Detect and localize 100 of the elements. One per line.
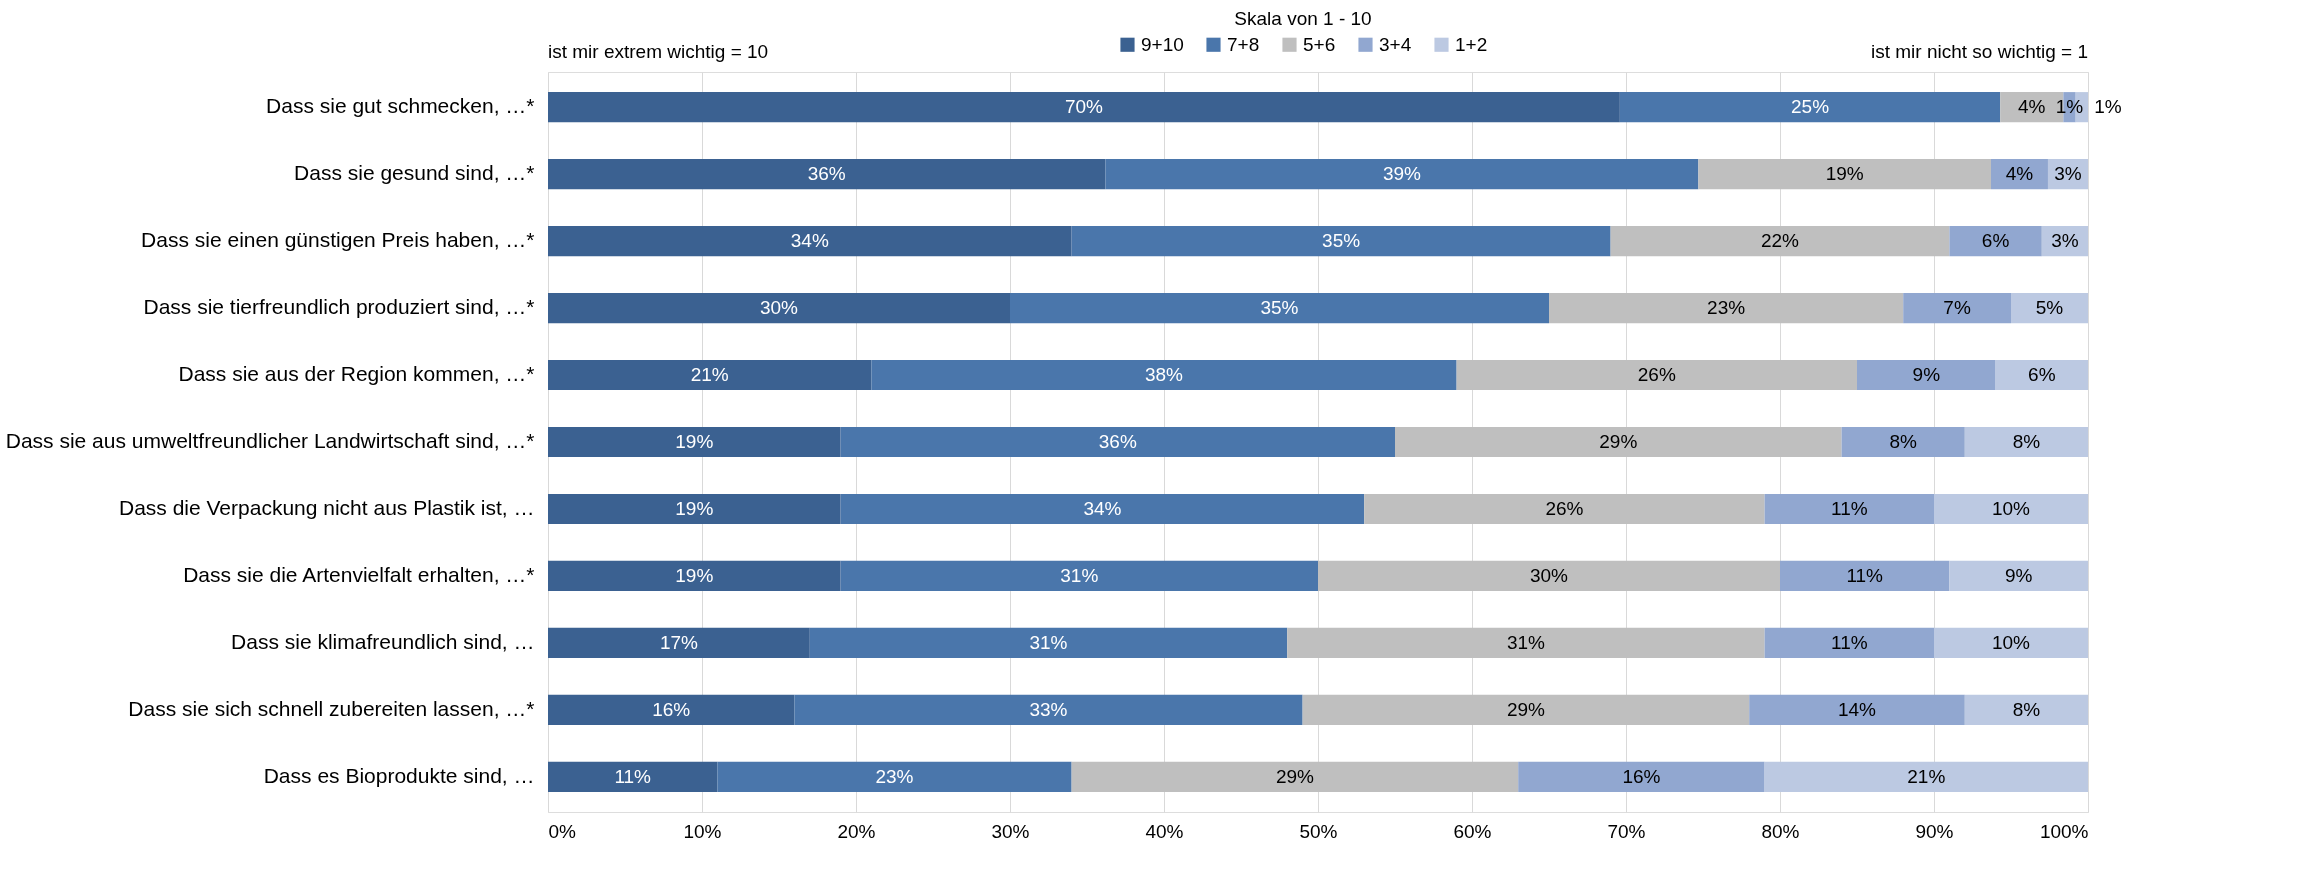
data-label: 11% xyxy=(1830,497,1868,519)
bar xyxy=(548,359,872,391)
data-label: 10% xyxy=(1991,631,2031,653)
data-label: 10% xyxy=(1991,497,2031,519)
bar xyxy=(1071,226,1611,257)
data-label: 36% xyxy=(1098,431,1137,452)
bar xyxy=(1318,560,1780,591)
bar xyxy=(1841,426,1965,458)
bar xyxy=(548,761,718,792)
data-label: 3% xyxy=(2051,230,2079,252)
data-label: 23% xyxy=(875,765,914,787)
y-tick-label: Dass sie gut schmecken, …* xyxy=(266,94,535,118)
bar xyxy=(1764,761,2088,792)
text: ist mir nicht so wichtig = 1 xyxy=(1871,41,2088,62)
data-label: 33% xyxy=(1029,698,1068,720)
bar xyxy=(1395,426,1842,458)
bar xyxy=(548,493,841,525)
bar xyxy=(1010,293,1549,324)
data-label: 1% xyxy=(2094,96,2122,118)
x-tick-label: 100% xyxy=(2039,820,2089,842)
bar xyxy=(1934,627,2088,658)
bar xyxy=(1364,493,1765,525)
data-label: 3% xyxy=(2054,163,2082,185)
x-tick-label: 90% xyxy=(1915,820,1954,842)
bar xyxy=(840,493,1365,525)
bar xyxy=(548,226,1072,257)
bar xyxy=(548,694,795,725)
data-label: 6% xyxy=(2028,364,2056,386)
bar xyxy=(1749,694,1965,725)
bar xyxy=(1934,493,2088,525)
data-label: 21% xyxy=(1907,765,1946,787)
y-tick-label: Dass sie sich schnell zubereiten lassen, …* xyxy=(128,696,535,720)
bar xyxy=(840,560,1318,591)
data-label: 31% xyxy=(1060,564,1099,586)
legend-label: 9+10 xyxy=(1141,33,1184,55)
legend-label: 1+2 xyxy=(1455,33,1488,55)
bar xyxy=(1949,560,2088,591)
y-tick-label: Dass die Verpackung nicht aus Plastik ist, … xyxy=(118,495,535,519)
data-label: 34% xyxy=(1083,497,1122,519)
y-tick-label: Dass es Bioprodukte sind, … xyxy=(263,763,535,787)
x-tick-label: 30% xyxy=(991,820,1030,842)
data-label: 35% xyxy=(1260,297,1299,319)
data-label: 22% xyxy=(1760,230,1800,252)
data-label: 9% xyxy=(2004,564,2033,586)
data-label: 29% xyxy=(1275,765,1315,787)
data-label: 31% xyxy=(1506,631,1546,653)
bar xyxy=(1287,627,1765,658)
x-tick-label: 80% xyxy=(1761,820,1800,842)
bar xyxy=(548,293,1010,324)
data-label: 11% xyxy=(1846,564,1884,586)
y-tick-label: Dass sie tierfreundlich produziert sind, …* xyxy=(143,295,535,319)
bar xyxy=(2011,293,2088,324)
bar xyxy=(871,359,1457,391)
bar xyxy=(548,159,1106,190)
x-tick-label: 20% xyxy=(837,820,876,842)
bar xyxy=(1071,761,1519,792)
bar xyxy=(1764,493,1934,525)
bar xyxy=(1964,426,2088,458)
data-label: 9% xyxy=(1912,364,1941,386)
bar xyxy=(1698,159,1991,190)
x-tick-label: 40% xyxy=(1145,820,1184,842)
text: ist mir extrem wichtig = 10 xyxy=(548,41,769,62)
bar xyxy=(1456,359,1857,391)
bar xyxy=(794,694,1303,725)
x-tick-label: 50% xyxy=(1299,820,1338,842)
data-label: 26% xyxy=(1637,364,1676,386)
legend-label: 7+8 xyxy=(1227,33,1260,55)
bar xyxy=(1964,694,2088,725)
data-label: 14% xyxy=(1837,698,1877,720)
data-label: 26% xyxy=(1545,497,1584,519)
x-tick-label: 10% xyxy=(683,820,722,842)
data-label: 30% xyxy=(759,297,799,319)
y-tick-label: Dass sie die Artenvielfalt erhalten, …* xyxy=(183,562,535,586)
data-label: 16% xyxy=(652,698,691,720)
data-label: 25% xyxy=(1791,96,1830,118)
bar xyxy=(840,426,1395,458)
x-tick-label: 0% xyxy=(548,820,577,842)
data-label: 5% xyxy=(2035,297,2064,319)
data-label: 29% xyxy=(1506,698,1546,720)
data-label: 31% xyxy=(1029,631,1068,653)
bar xyxy=(1903,293,2011,324)
y-tick-label: Dass sie klimafreundlich sind, … xyxy=(231,629,535,653)
data-label: 35% xyxy=(1322,230,1361,252)
data-label: 39% xyxy=(1382,163,1422,185)
data-label: 8% xyxy=(2012,698,2041,720)
x-tick-label: 70% xyxy=(1607,820,1646,842)
data-label: 8% xyxy=(1889,431,1918,452)
data-label: 7% xyxy=(1943,297,1971,319)
bar xyxy=(548,92,1620,123)
bar xyxy=(1764,627,1934,658)
data-label: 8% xyxy=(2012,431,2041,452)
bar xyxy=(717,761,1072,792)
bar xyxy=(548,627,810,658)
bar xyxy=(1610,226,1950,257)
data-label: 19% xyxy=(675,564,714,586)
data-label: 19% xyxy=(675,431,714,452)
y-tick-label: Dass sie aus der Region kommen, …* xyxy=(178,362,535,386)
data-label: 19% xyxy=(1825,163,1864,185)
data-label: 4% xyxy=(2018,96,2046,118)
data-label: 70% xyxy=(1064,96,1104,118)
